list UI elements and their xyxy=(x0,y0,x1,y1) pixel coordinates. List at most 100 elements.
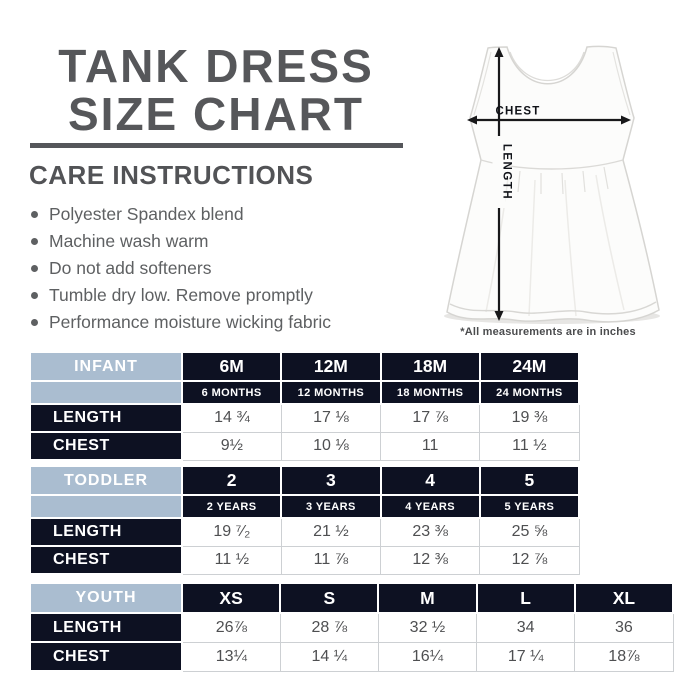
size-header: 24M xyxy=(478,351,581,382)
measurement-value: 26⅞ xyxy=(181,612,281,643)
size-header: 5 xyxy=(478,465,581,496)
size-header: 12M xyxy=(280,351,382,382)
toddler-size-table: TODDLER 2 3 4 5 2 YEARS 3 YEARS 4 YEARS … xyxy=(29,465,581,575)
size-header: 18M xyxy=(379,351,481,382)
dress-detail-lines xyxy=(449,51,657,317)
title-line1: TANK DRESS xyxy=(58,40,374,92)
measurement-value: 23 ⅜ xyxy=(379,517,481,547)
measurement-value: 19 ⅜ xyxy=(479,403,580,433)
title-line2: SIZE CHART xyxy=(68,88,364,140)
infant-size-table: INFANT 6M 12M 18M 24M 6 MONTHS 12 MONTHS… xyxy=(29,351,581,461)
size-subheader: 3 YEARS xyxy=(280,494,382,519)
bullet-icon xyxy=(31,211,38,218)
measurement-value: 17 ⅛ xyxy=(280,403,382,433)
care-item: Tumble dry low. Remove promptly xyxy=(31,282,331,309)
care-item-text: Machine wash warm xyxy=(49,231,209,251)
chest-arrow xyxy=(467,115,631,125)
table-row: LENGTH 14 ¾ 17 ⅛ 17 ⅞ 19 ⅜ xyxy=(29,403,580,433)
care-item: Machine wash warm xyxy=(31,228,331,255)
row-label-length: LENGTH xyxy=(29,403,183,433)
group-spacer xyxy=(29,494,183,519)
group-label-toddler: TODDLER xyxy=(29,465,183,496)
size-header: 6M xyxy=(180,351,283,382)
table-row: LENGTH 19 ⁷⁄₂ 21 ½ 23 ⅜ 25 ⅝ xyxy=(29,517,580,547)
measurement-value: 28 ⅞ xyxy=(279,612,379,643)
measurement-value: 13¼ xyxy=(181,641,281,672)
size-subheader: 4 YEARS xyxy=(379,494,481,519)
dress-silhouette xyxy=(446,45,660,323)
page-title: TANK DRESS SIZE CHART xyxy=(26,42,406,138)
measurement-value: 19 ⁷⁄₂ xyxy=(181,517,282,547)
care-item-text: Performance moisture wicking fabric xyxy=(49,312,332,332)
measurement-value: 17 ¼ xyxy=(476,641,576,672)
youth-size-table: YOUTH XS S M L XL LENGTH 26⅞ 28 ⅞ 32 ½ 3… xyxy=(29,582,675,672)
table-row: CHEST 9½ 10 ⅛ 11 11 ½ xyxy=(29,431,580,461)
title-divider xyxy=(30,143,403,148)
measurement-value: 16¼ xyxy=(377,641,478,672)
size-header: S xyxy=(279,582,380,614)
table-row: YOUTH XS S M L XL xyxy=(29,582,675,614)
chest-label: CHEST xyxy=(496,106,541,118)
bullet-icon xyxy=(31,265,38,272)
measurement-value: 11 xyxy=(379,431,481,461)
measurement-value: 21 ½ xyxy=(280,517,382,547)
care-item-text: Polyester Spandex blend xyxy=(49,204,244,224)
size-subheader: 6 MONTHS xyxy=(180,380,283,405)
size-subheader: 24 MONTHS xyxy=(478,380,581,405)
measurements-note: *All measurements are in inches xyxy=(460,326,636,338)
table-row: INFANT 6M 12M 18M 24M xyxy=(29,351,581,382)
row-label-chest: CHEST xyxy=(29,641,183,672)
bullet-icon xyxy=(31,238,38,245)
tank-dress-diagram: CHEST LENGTH xyxy=(428,22,668,324)
care-item: Polyester Spandex blend xyxy=(31,201,331,228)
size-subheader: 2 YEARS xyxy=(180,494,283,519)
care-item: Performance moisture wicking fabric xyxy=(31,309,331,336)
measurement-value: 11 ⅞ xyxy=(280,545,382,575)
size-header: L xyxy=(475,582,576,614)
measurement-value: 25 ⅝ xyxy=(479,517,580,547)
measurement-value: 9½ xyxy=(181,431,282,461)
table-row: CHEST 11 ½ 11 ⅞ 12 ⅜ 12 ⅞ xyxy=(29,545,580,575)
measurement-value: 11 ½ xyxy=(479,431,580,461)
size-header: 2 xyxy=(180,465,283,496)
row-label-chest: CHEST xyxy=(29,431,183,461)
size-header: 4 xyxy=(379,465,481,496)
group-label-infant: INFANT xyxy=(29,351,183,382)
tank-dress-illustration: CHEST LENGTH xyxy=(444,45,660,324)
table-row: CHEST 13¼ 14 ¼ 16¼ 17 ¼ 18⅞ xyxy=(29,641,674,672)
measurement-value: 10 ⅛ xyxy=(280,431,382,461)
measurement-value: 34 xyxy=(476,612,576,643)
measurement-value: 11 ½ xyxy=(181,545,282,575)
measurement-value: 36 xyxy=(574,612,674,643)
size-header: M xyxy=(377,582,478,614)
length-label-backing xyxy=(492,136,506,208)
size-subheader: 5 YEARS xyxy=(478,494,581,519)
measurement-value: 14 ¾ xyxy=(181,403,282,433)
measurement-value: 12 ⅞ xyxy=(479,545,580,575)
group-label-youth: YOUTH xyxy=(29,582,183,614)
row-label-chest: CHEST xyxy=(29,545,183,575)
measurement-value: 17 ⅞ xyxy=(379,403,481,433)
row-label-length: LENGTH xyxy=(29,612,183,643)
care-heading: CARE INSTRUCTIONS xyxy=(29,160,314,190)
measurement-value: 18⅞ xyxy=(574,641,674,672)
length-label: LENGTH xyxy=(501,144,513,200)
bullet-icon xyxy=(31,319,38,326)
group-spacer xyxy=(29,380,183,405)
table-row: TODDLER 2 3 4 5 xyxy=(29,465,581,496)
measurement-value: 12 ⅜ xyxy=(379,545,481,575)
bullet-icon xyxy=(31,292,38,299)
care-item-text: Do not add softeners xyxy=(49,258,212,278)
size-subheader: 18 MONTHS xyxy=(379,380,481,405)
care-list: Polyester Spandex blend Machine wash war… xyxy=(31,201,331,336)
size-subheader: 12 MONTHS xyxy=(280,380,382,405)
table-row: LENGTH 26⅞ 28 ⅞ 32 ½ 34 36 xyxy=(29,612,674,643)
table-row: 6 MONTHS 12 MONTHS 18 MONTHS 24 MONTHS xyxy=(29,380,581,405)
size-header: XS xyxy=(180,582,282,614)
table-row: 2 YEARS 3 YEARS 4 YEARS 5 YEARS xyxy=(29,494,581,519)
size-header: 3 xyxy=(280,465,382,496)
care-item: Do not add softeners xyxy=(31,255,331,282)
measurement-value: 14 ¼ xyxy=(279,641,379,672)
care-item-text: Tumble dry low. Remove promptly xyxy=(49,285,313,305)
